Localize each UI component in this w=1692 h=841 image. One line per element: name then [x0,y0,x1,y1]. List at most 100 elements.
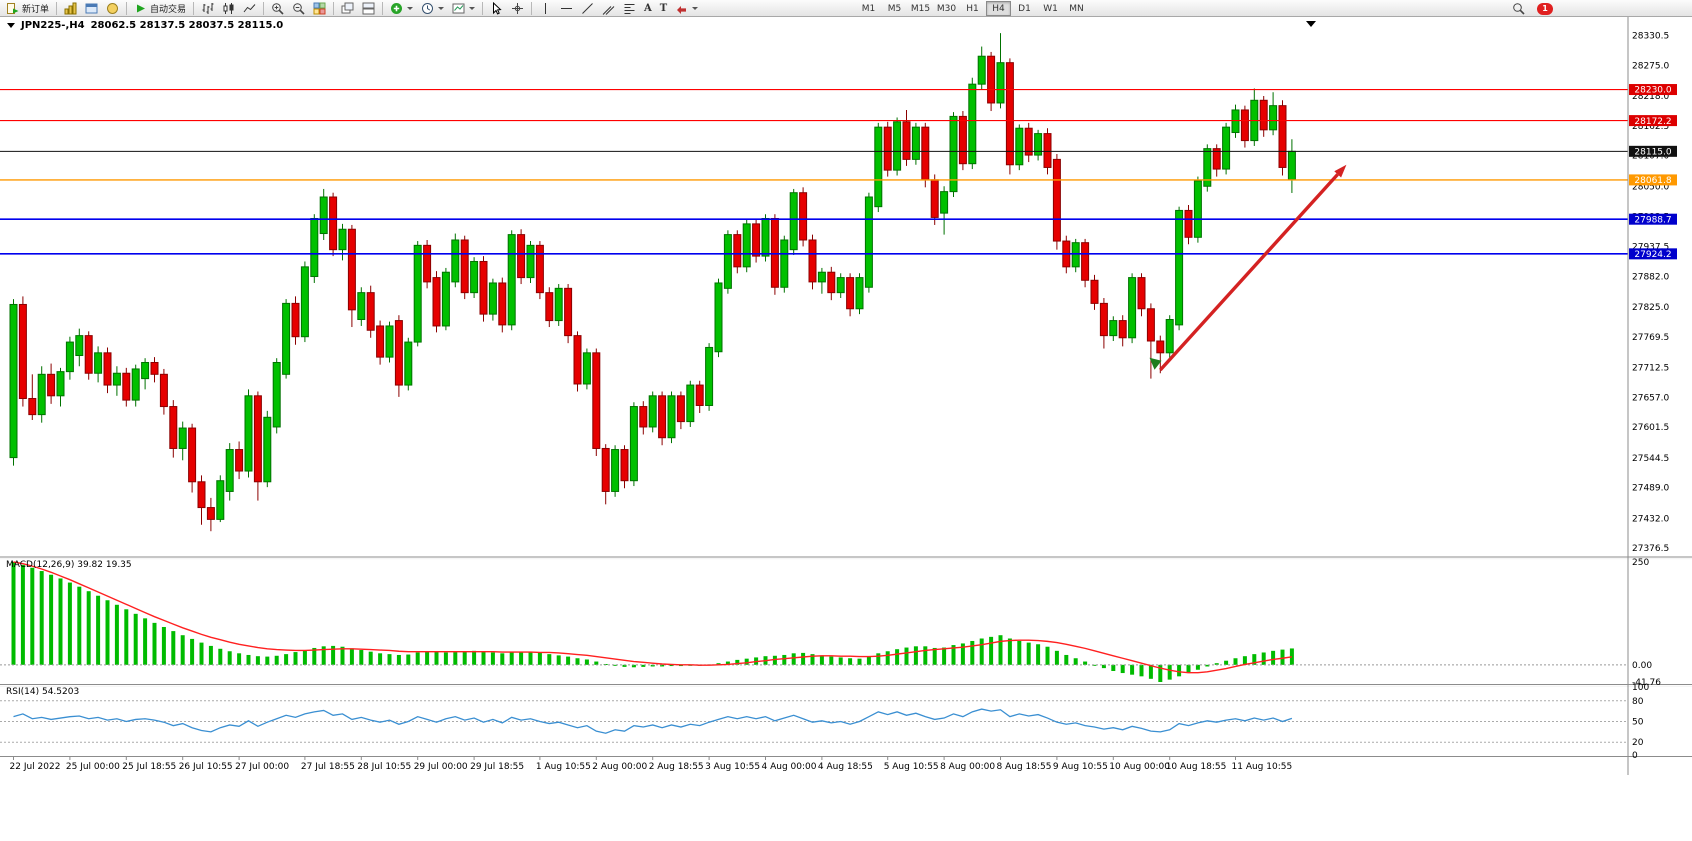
timeframe-m1[interactable]: M1 [856,1,881,16]
macd-bar [143,618,148,665]
macd-bar [838,657,843,665]
periods-button[interactable] [417,1,448,16]
candle-body [1240,109,1249,142]
horizontal-line-tool-button[interactable] [556,1,577,16]
tile-horizontal-button[interactable] [358,1,379,16]
zoom-in-button[interactable] [267,1,288,16]
macd-bar [979,638,984,665]
templates-icon [452,3,465,13]
vertical-line-tool-button[interactable] [535,1,556,16]
bar-chart-type-button[interactable] [197,1,218,16]
channel-tool-button[interactable] [598,1,619,16]
macd-bar [1233,658,1238,665]
axis-label: 27 Jul 00:00 [235,762,289,772]
cursor-tool-button[interactable] [486,1,507,16]
notification-badge[interactable]: 1 [1537,2,1553,15]
zoom-out-button[interactable] [288,1,309,16]
candle-body [723,234,732,289]
crosshair-tool-button[interactable] [507,1,528,16]
arrows-tool-button[interactable] [671,1,702,16]
line-chart-type-button[interactable] [239,1,260,16]
axis-label: -41.76 [1632,678,1661,688]
trendline-tool-button[interactable] [577,1,598,16]
macd-panel[interactable]: 250 0.00 -41.76 [0,558,1661,688]
candlestick-type-button[interactable] [218,1,239,16]
candle-body [169,406,178,449]
macd-bar [180,635,185,665]
cascade-windows-button[interactable] [337,1,358,16]
trend-arrow[interactable] [1149,164,1347,372]
candle-body [498,282,507,326]
macd-bar [500,653,505,665]
price-tag [1629,174,1677,186]
candle-body [808,239,817,283]
candle-body [1193,180,1202,238]
charts-button[interactable] [60,1,81,16]
timeframe-m15[interactable]: M15 [908,1,933,16]
candle-body [893,121,902,171]
candle-body [1081,242,1090,281]
timeframe-h4[interactable]: H4 [986,1,1011,16]
timeframe-m30[interactable]: M30 [934,1,959,16]
rsi-panel[interactable]: 100 80 50 20 0 [0,683,1649,761]
timeframe-h1[interactable]: H1 [960,1,985,16]
toolbar-separator [382,1,384,15]
indicators-button[interactable] [386,1,417,16]
new-order-icon [7,2,19,14]
text-tool-button[interactable]: A [640,1,656,16]
macd-bar [829,656,834,665]
chart-canvas[interactable]: 28330.528275.028218.028162.528107.028050… [0,17,1692,841]
auto-trading-button[interactable]: 自动交易 [130,1,190,16]
macd-bar [406,654,411,665]
candle-body [141,361,150,380]
green-arrow-marker[interactable] [1149,357,1162,370]
macd-bar [49,574,54,665]
macd-bar [857,658,862,665]
axis-label: 10 Aug 18:55 [1166,762,1227,772]
timeframe-m5[interactable]: M5 [882,1,907,16]
candle-body [159,373,168,408]
templates-button[interactable] [448,1,479,16]
candle-body [752,223,761,257]
candle-body [977,55,986,85]
candle-body [1137,277,1146,310]
timeframe-d1[interactable]: D1 [1012,1,1037,16]
timeframe-w1[interactable]: W1 [1038,1,1063,16]
chart-shift-marker[interactable] [1306,21,1316,27]
fibonacci-tool-button[interactable] [619,1,640,16]
candle-body [272,361,281,428]
label-tool-button[interactable]: T [656,1,671,16]
price-axis[interactable]: 28330.528275.028218.028162.528107.028050… [1629,32,1677,555]
macd-bar [86,591,91,665]
new-order-button[interactable]: 新订单 [2,1,53,16]
candle-body [902,121,911,160]
bar-chart-type-icon [202,2,214,14]
charts-icon [64,2,77,14]
macd-bar [237,653,242,665]
timeframe-mn[interactable]: MN [1064,1,1089,16]
candle-body [1034,133,1043,156]
axis-label: 20 [1632,738,1644,748]
macd-bar [537,652,542,665]
play-icon [137,4,146,12]
candle-body [1231,109,1240,134]
macd-bar [1007,638,1012,665]
symbol-dropdown-icon[interactable] [7,23,15,28]
candle-body [545,292,554,322]
indicators-icon [391,2,403,14]
macd-bar [575,658,580,665]
candle-body [28,397,37,416]
axis-label: 27825.0 [1632,303,1669,313]
candle-body [855,277,864,310]
candle-body [319,196,328,235]
axis-label: 4 Aug 18:55 [818,762,873,772]
search-button[interactable] [1508,1,1529,16]
chevron-down-icon [692,6,699,10]
profiles-button[interactable] [81,1,102,16]
community-button[interactable] [102,1,123,16]
time-axis[interactable]: 22 Jul 2022 25 Jul 00:00 25 Jul 18:55 26 Ju… [10,756,1293,773]
macd-bar [302,650,307,665]
axis-label: 0.00 [1632,661,1652,671]
macd-bar [1261,652,1266,665]
tile-windows-button[interactable] [309,1,330,16]
